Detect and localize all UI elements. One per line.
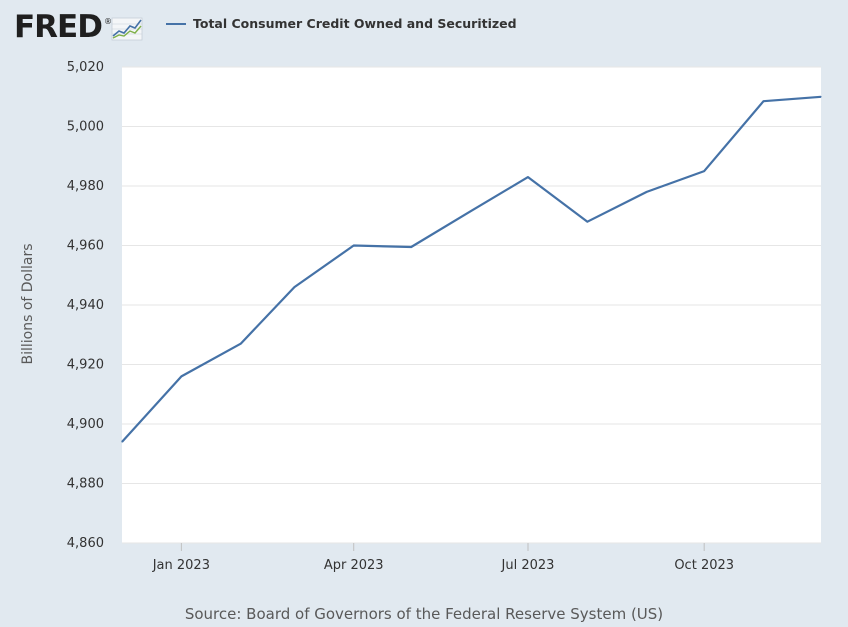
data-point <box>353 244 355 247</box>
header: FRED ® <box>14 8 144 46</box>
chart-legend: Total Consumer Credit Owned and Securiti… <box>166 16 517 31</box>
y-tick-label: 4,880 <box>67 477 104 492</box>
legend-swatch <box>166 22 186 25</box>
data-point <box>762 100 765 102</box>
y-tick-label: 4,940 <box>67 298 104 313</box>
x-tick-label: Jan 2023 <box>152 558 210 573</box>
data-point <box>293 286 295 288</box>
data-point <box>180 375 182 377</box>
trademark-symbol: ® <box>104 17 112 26</box>
y-tick-label: 5,020 <box>67 60 104 75</box>
y-tick-label: 4,900 <box>67 417 104 432</box>
data-point <box>121 441 123 443</box>
data-point <box>703 170 705 172</box>
data-point <box>410 246 412 248</box>
x-axis-ticks: Jan 2023 Apr 2023 Jul 2023 Oct 2023 <box>152 543 734 573</box>
y-tick-label: 4,920 <box>67 358 104 373</box>
y-tick-label: 4,960 <box>67 239 104 254</box>
data-point <box>646 191 648 193</box>
y-tick-label: 4,980 <box>67 179 104 194</box>
data-point <box>586 221 588 223</box>
x-tick-label: Jul 2023 <box>501 558 555 573</box>
y-tick-label: 4,860 <box>67 536 104 551</box>
source-note: Source: Board of Governors of the Federa… <box>184 605 664 623</box>
data-point <box>240 343 242 345</box>
fred-logo[interactable]: FRED ® <box>14 8 144 45</box>
data-point <box>527 176 529 178</box>
series-layer <box>121 95 822 443</box>
data-point <box>820 96 822 98</box>
fred-graph-icon: ® <box>104 17 143 41</box>
y-tick-label: 5,000 <box>67 120 104 135</box>
grid-lines <box>122 66 821 544</box>
x-tick-label: Oct 2023 <box>674 558 734 573</box>
x-tick-label: Apr 2023 <box>324 558 384 573</box>
line-chart: 4,860 4,880 4,900 4,920 4,940 4,960 4,980 5,000… <box>67 60 822 573</box>
legend-label: Total Consumer Credit Owned and Securiti… <box>193 16 517 31</box>
y-axis-ticks: 4,860 4,880 4,900 4,920 4,940 4,960 4,980 5,000… <box>67 60 104 551</box>
data-point <box>469 210 472 212</box>
fred-logo-text: FRED <box>14 8 103 45</box>
